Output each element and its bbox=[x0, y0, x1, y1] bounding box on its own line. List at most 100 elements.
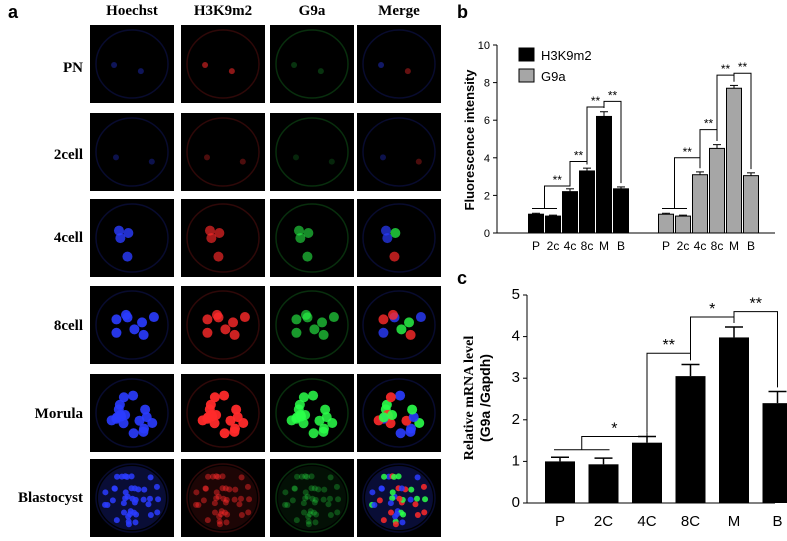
micrograph-blastocyst-g9a bbox=[270, 459, 354, 537]
micrograph-4cell-hoechst bbox=[90, 199, 174, 277]
chart-b-ytick-label-4: 4 bbox=[484, 153, 490, 165]
chart-b-xtick-label-g9a-3: 8c bbox=[711, 239, 724, 253]
chart-b-significance-0-0: ** bbox=[553, 173, 563, 187]
panel-c-letter: c bbox=[457, 268, 468, 288]
row-label-blastocyst: Blastocyst bbox=[18, 490, 83, 506]
chart-b-significance-1-3: ** bbox=[738, 60, 748, 74]
chart-b-ylabel: Fluorescence intensity bbox=[462, 69, 477, 211]
micrograph-morula-hoechst bbox=[90, 374, 174, 452]
chart-b-significance-1-0: ** bbox=[683, 145, 693, 159]
chart-b-significance-1-2: ** bbox=[721, 62, 731, 76]
chart-c-bar-8c bbox=[675, 376, 706, 503]
chart-c-xtick-label-5: B bbox=[772, 513, 782, 530]
chart-c-bracket-0 bbox=[581, 432, 648, 450]
chart-b-bar-g9a-8c bbox=[709, 147, 725, 234]
chart-b-bracket-0-0 bbox=[544, 185, 571, 209]
micrograph-blastocyst-hoechst bbox=[90, 459, 174, 537]
chart-c-significance-1: ** bbox=[663, 337, 675, 354]
panel-a-letter: a bbox=[8, 2, 19, 22]
column-header-h3k9m2: H3K9m2 bbox=[193, 3, 253, 19]
row-label-morula: Morula bbox=[34, 406, 83, 422]
micrograph-2cell-hoechst bbox=[90, 113, 174, 191]
micrograph-pn-h3k9m2 bbox=[181, 25, 265, 103]
chart-c-bar-b bbox=[762, 403, 787, 503]
chart-b-xtick-label-g9a-4: M bbox=[729, 239, 739, 253]
chart-c-significance-0: * bbox=[611, 420, 617, 437]
chart-c-bracket-3 bbox=[733, 311, 778, 388]
row-label-pn: PN bbox=[63, 60, 83, 76]
chart-b-xtick-label-h3k9m2-4: M bbox=[599, 239, 609, 253]
chart-b-xtick-label-h3k9m2-5: B bbox=[617, 239, 625, 253]
chart-b-ytick-label-10: 10 bbox=[478, 40, 490, 52]
micrograph-8cell-hoechst bbox=[90, 286, 174, 364]
chart-b-ytick-label-2: 2 bbox=[484, 190, 490, 202]
micrograph-2cell-merge bbox=[357, 113, 441, 191]
chart-b-xtick-label-h3k9m2-1: 2c bbox=[547, 239, 560, 253]
chart-b-xtick-label-h3k9m2-2: 4c bbox=[564, 239, 577, 253]
chart-b-bracket-0-3 bbox=[603, 100, 622, 184]
chart-b-ytick-label-0: 0 bbox=[484, 228, 490, 240]
chart-b-ytick-label-6: 6 bbox=[484, 115, 490, 127]
chart-b-legend-swatch-h3k9m2 bbox=[518, 47, 535, 62]
chart-c-ytick-label-1: 1 bbox=[512, 452, 520, 469]
chart-b-bar-g9a-4c bbox=[692, 174, 708, 234]
chart-b-ytick-label-8: 8 bbox=[484, 78, 490, 90]
chart-b-legend-label-h3k9m2: H3K9m2 bbox=[541, 48, 592, 63]
chart-c-bar-m bbox=[719, 337, 749, 503]
micrograph-4cell-merge bbox=[357, 199, 441, 277]
chart-c-xtick-label-3: 8C bbox=[681, 513, 700, 530]
chart-c-ytick-label-3: 3 bbox=[512, 369, 520, 386]
micrograph-morula-merge bbox=[357, 374, 441, 452]
chart-c-ytick-label-4: 4 bbox=[512, 328, 520, 345]
micrograph-4cell-g9a bbox=[270, 199, 354, 277]
chart-c-ylabel-line2: (G9a /Gapdh) bbox=[477, 354, 493, 442]
micrograph-2cell-h3k9m2 bbox=[181, 113, 265, 191]
chart-b-significance-1-1: ** bbox=[704, 117, 714, 131]
chart-c-bar-2c bbox=[588, 464, 619, 503]
chart-b-bar-h3k9m2-2c bbox=[545, 215, 561, 234]
chart-c-ytick-label-2: 2 bbox=[512, 411, 520, 428]
chart-c-ytick-label-0: 0 bbox=[512, 494, 520, 511]
micrograph-blastocyst-h3k9m2 bbox=[181, 459, 265, 537]
micrograph-pn-g9a bbox=[270, 25, 354, 103]
chart-b-xtick-label-h3k9m2-0: P bbox=[532, 239, 540, 253]
chart-c-xtick-label-0: P bbox=[555, 513, 565, 530]
chart-b-bar-g9a-m bbox=[726, 87, 742, 234]
chart-c-significance-3: ** bbox=[750, 296, 762, 313]
chart-b-xtick-label-h3k9m2-3: 8c bbox=[581, 239, 594, 253]
row-label-4cell: 4cell bbox=[53, 230, 83, 246]
chart-c: Relative mRNA level (G9a /Gapdh) 0 1 2 3 4 5 P… bbox=[462, 286, 787, 530]
chart-b-bar-h3k9m2-4c bbox=[562, 191, 578, 234]
chart-c-xtick-label-4: M bbox=[728, 513, 741, 530]
chart-b-bar-g9a-b bbox=[743, 175, 759, 234]
column-header-merge: Merge bbox=[378, 3, 420, 19]
micrograph-8cell-g9a bbox=[270, 286, 354, 364]
column-header-hoechst: Hoechst bbox=[106, 3, 158, 19]
micrograph-morula-h3k9m2 bbox=[181, 374, 265, 452]
chart-b-legend-swatch-g9a bbox=[518, 68, 535, 83]
row-label-8cell: 8cell bbox=[53, 318, 83, 334]
chart-b-xtick-label-g9a-0: P bbox=[662, 239, 670, 253]
chart-c-ytick-label-5: 5 bbox=[512, 286, 520, 303]
chart-b-bar-h3k9m2-m bbox=[596, 115, 612, 234]
chart-b-significance-0-1: ** bbox=[574, 149, 584, 163]
micrograph-8cell-merge bbox=[357, 286, 441, 364]
chart-c-xtick-label-2: 4C bbox=[637, 513, 656, 530]
micrograph-blastocyst-merge bbox=[357, 459, 441, 537]
chart-c-bar-p bbox=[545, 461, 575, 503]
micrograph-4cell-h3k9m2 bbox=[181, 199, 265, 277]
chart-b-significance-0-2: ** bbox=[591, 94, 601, 108]
chart-b-xtick-label-g9a-5: B bbox=[747, 239, 755, 253]
chart-b-legend-label-g9a: G9a bbox=[541, 69, 566, 84]
chart-b-xtick-label-g9a-2: 4c bbox=[694, 239, 707, 253]
chart-c-significance-2: * bbox=[709, 301, 715, 318]
micrograph-morula-g9a bbox=[270, 374, 354, 452]
chart-b-bracket-1-3 bbox=[733, 72, 752, 170]
chart-b-bar-h3k9m2-p bbox=[528, 213, 544, 234]
chart-b-bar-g9a-p bbox=[658, 213, 674, 234]
chart-c-ylabel-line1: Relative mRNA level bbox=[462, 336, 477, 461]
micrograph-8cell-h3k9m2 bbox=[181, 286, 265, 364]
chart-b-bar-h3k9m2-8c bbox=[579, 170, 595, 234]
chart-b-xtick-label-g9a-1: 2c bbox=[677, 239, 690, 253]
